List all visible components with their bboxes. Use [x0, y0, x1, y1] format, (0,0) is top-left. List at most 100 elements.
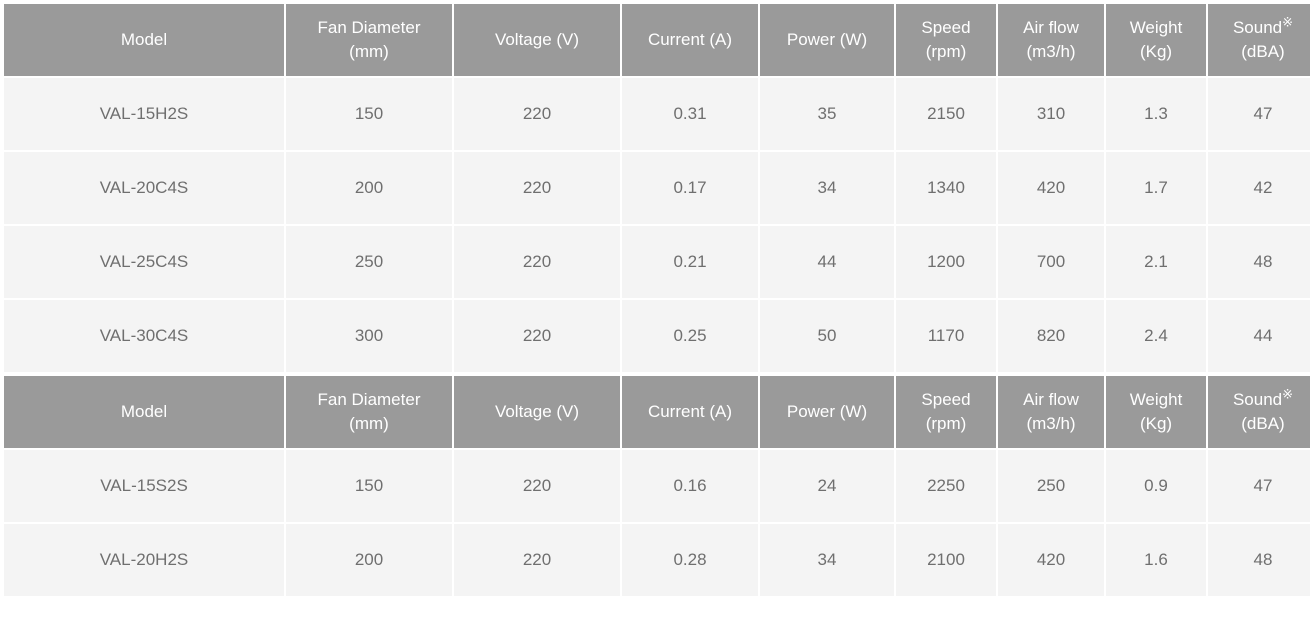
table-cell: VAL-20C4S [4, 152, 284, 224]
col-header-line1: Model [121, 402, 167, 421]
tables-container: Model Fan Diameter (mm) Voltage (V) Current … [2, 2, 1308, 598]
table-row: VAL-20H2S2002200.283421004201.648 [4, 524, 1310, 596]
table-cell: 150 [286, 78, 452, 150]
table-cell: 250 [286, 226, 452, 298]
table-cell: VAL-15H2S [4, 78, 284, 150]
col-header-line1: Air flow [1023, 390, 1079, 409]
col-header-line1: Fan Diameter [318, 390, 421, 409]
table-cell: 2100 [896, 524, 996, 596]
table-cell: 2.1 [1106, 226, 1206, 298]
table-cell: 0.31 [622, 78, 758, 150]
spec-table-0: Model Fan Diameter(mm) Voltage (V) Current … [2, 2, 1310, 374]
table-header-row: Model Fan Diameter (mm) Voltage (V) Current … [4, 376, 1310, 448]
table-cell: 200 [286, 152, 452, 224]
col-header-7: Weight (Kg) [1106, 376, 1206, 448]
table-row: VAL-15H2S1502200.313521503101.347 [4, 78, 1310, 150]
table-cell: 220 [454, 450, 620, 522]
table-cell: 0.28 [622, 524, 758, 596]
col-header-4: Power (W) [760, 376, 894, 448]
col-header-8: Sound※ (dBA) [1208, 376, 1310, 448]
table-cell: 42 [1208, 152, 1310, 224]
col-header-line2: (Kg) [1140, 42, 1172, 61]
sound-superscript-icon: ※ [1282, 15, 1293, 30]
table-cell: 44 [1208, 300, 1310, 372]
spec-table-1: Model Fan Diameter (mm) Voltage (V) Current … [2, 374, 1310, 598]
table-cell: 420 [998, 152, 1104, 224]
table-cell: 24 [760, 450, 894, 522]
col-header-line1: Voltage (V) [495, 30, 579, 49]
col-header-line1: Current (A) [648, 30, 732, 49]
col-header-line1: Voltage (V) [495, 402, 579, 421]
col-header-line1: Speed [921, 390, 970, 409]
table-cell: 300 [286, 300, 452, 372]
col-header-0: Model [4, 4, 284, 76]
sound-superscript-icon: ※ [1282, 387, 1293, 402]
col-header-line1: Speed [921, 18, 970, 37]
col-header-line2: (rpm) [926, 42, 967, 61]
col-header-5: Speed(rpm) [896, 376, 996, 448]
table-cell: 200 [286, 524, 452, 596]
col-header-2: Voltage (V) [454, 4, 620, 76]
table-cell: 2250 [896, 450, 996, 522]
col-header-5: Speed (rpm) [896, 4, 996, 76]
table-cell: 700 [998, 226, 1104, 298]
col-header-1: Fan Diameter (mm) [286, 376, 452, 448]
col-header-6: Air flow(m3/h) [998, 4, 1104, 76]
col-header-2: Voltage (V) [454, 376, 620, 448]
col-header-line1: Weight [1130, 390, 1183, 409]
table-cell: 220 [454, 524, 620, 596]
table-cell: 0.9 [1106, 450, 1206, 522]
col-header-6: Air flow (m3/h) [998, 376, 1104, 448]
table-row: VAL-20C4S2002200.173413404201.742 [4, 152, 1310, 224]
col-header-line2: (m3/h) [1026, 42, 1075, 61]
col-header-1: Fan Diameter(mm) [286, 4, 452, 76]
table-cell: 220 [454, 152, 620, 224]
col-header-line2: (dBA) [1241, 414, 1284, 433]
table-cell: 2150 [896, 78, 996, 150]
table-cell: 1170 [896, 300, 996, 372]
table-cell: 220 [454, 226, 620, 298]
table-cell: 1340 [896, 152, 996, 224]
table-cell: 34 [760, 524, 894, 596]
table-row: VAL-15S2S1502200.162422502500.947 [4, 450, 1310, 522]
table-cell: 2.4 [1106, 300, 1206, 372]
table-cell: VAL-25C4S [4, 226, 284, 298]
col-header-8: Sound※(dBA) [1208, 4, 1310, 76]
table-row: VAL-30C4S3002200.255011708202.444 [4, 300, 1310, 372]
col-header-line2: (mm) [349, 42, 389, 61]
col-header-line1: Model [121, 30, 167, 49]
col-header-line1: Power (W) [787, 30, 867, 49]
col-header-0: Model [4, 376, 284, 448]
table-cell: 150 [286, 450, 452, 522]
table-cell: 0.16 [622, 450, 758, 522]
table-cell: 420 [998, 524, 1104, 596]
col-header-3: Current (A) [622, 4, 758, 76]
table-cell: 47 [1208, 450, 1310, 522]
table-cell: 220 [454, 300, 620, 372]
col-header-line1: Power (W) [787, 402, 867, 421]
table-cell: VAL-20H2S [4, 524, 284, 596]
table-cell: 0.21 [622, 226, 758, 298]
col-header-line1: Sound [1233, 390, 1282, 409]
table-cell: VAL-30C4S [4, 300, 284, 372]
table-cell: 0.17 [622, 152, 758, 224]
table-cell: 34 [760, 152, 894, 224]
table-cell: 1200 [896, 226, 996, 298]
col-header-line2: (Kg) [1140, 414, 1172, 433]
col-header-7: Weight (Kg) [1106, 4, 1206, 76]
table-cell: 220 [454, 78, 620, 150]
col-header-line2: (m3/h) [1026, 414, 1075, 433]
table-cell: VAL-15S2S [4, 450, 284, 522]
table-cell: 47 [1208, 78, 1310, 150]
col-header-line1: Current (A) [648, 402, 732, 421]
table-cell: 50 [760, 300, 894, 372]
table-cell: 48 [1208, 524, 1310, 596]
table-cell: 250 [998, 450, 1104, 522]
table-cell: 44 [760, 226, 894, 298]
col-header-line1: Weight [1130, 18, 1183, 37]
table-cell: 1.6 [1106, 524, 1206, 596]
col-header-4: Power (W) [760, 4, 894, 76]
table-cell: 0.25 [622, 300, 758, 372]
table-cell: 35 [760, 78, 894, 150]
col-header-line2: (mm) [349, 414, 389, 433]
